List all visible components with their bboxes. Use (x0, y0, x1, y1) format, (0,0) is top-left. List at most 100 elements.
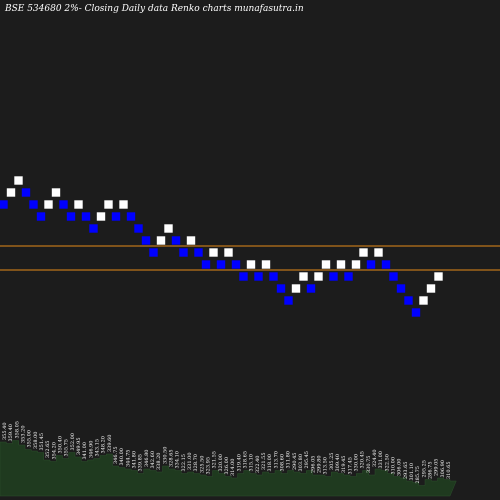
renko-brick-down (141, 235, 151, 246)
price-label: 321.55 (261, 453, 267, 471)
price-label: 320.45 (360, 451, 366, 469)
price-label: 331.00 (378, 451, 384, 469)
renko-brick-up (156, 235, 166, 246)
renko-brick-up (321, 259, 331, 270)
price-label: 341.00 (82, 442, 88, 460)
price-label: 286.75 (428, 462, 434, 480)
price-label: 354.20 (51, 442, 57, 460)
price-label: 310.65 (446, 462, 452, 480)
reference-lines (0, 245, 500, 271)
price-label: 355.00 (27, 430, 33, 448)
price-label: 322.15 (181, 454, 187, 472)
renko-brick-up (223, 247, 234, 258)
renko-brick-up (358, 247, 369, 258)
price-label: 324.40 (372, 450, 378, 468)
renko-brick-down (396, 283, 406, 294)
price-label: 344.75 (125, 450, 131, 468)
price-label: 322.40 (255, 456, 261, 474)
price-label: 355.75 (64, 439, 70, 457)
price-label: 311.80 (286, 451, 292, 469)
price-label: 330.50 (162, 447, 168, 465)
renko-brick-down (88, 223, 99, 234)
price-label: 321.55 (212, 451, 218, 469)
price-label: 317.45 (347, 457, 353, 475)
renko-brick-up (208, 247, 219, 258)
price-label: 314.00 (230, 459, 236, 477)
renko-brick-down (193, 247, 204, 258)
renko-brick-down (148, 247, 159, 258)
renko-brick-up (336, 259, 346, 270)
renko-brick-down (178, 247, 189, 258)
price-label: 290.45 (292, 453, 298, 471)
renko-brick-down (66, 211, 76, 222)
price-label: 358.05 (14, 421, 20, 439)
price-label: 346.75 (113, 447, 119, 465)
price-label: 349.95 (76, 438, 82, 456)
renko-brick-up (433, 271, 444, 282)
price-label: 326.00 (224, 457, 230, 475)
renko-brick-up (418, 295, 429, 306)
price-label: 325.50 (199, 456, 205, 474)
price-label: 339.85 (138, 454, 144, 472)
price-label: 318.00 (267, 454, 273, 472)
price-label: 358.00 (33, 432, 39, 450)
price-label: 303.80 (298, 454, 304, 472)
renko-bricks (0, 175, 444, 318)
renko-brick-down (0, 199, 9, 210)
price-label: 296.05 (310, 456, 316, 474)
price-label: 328.65 (169, 450, 175, 468)
price-label: 338.20 (156, 453, 162, 471)
renko-brick-up (6, 187, 16, 198)
price-label: 343.15 (95, 439, 101, 457)
renko-brick-down (403, 295, 414, 306)
price-label: 310.00 (391, 457, 397, 475)
price-label: 306.90 (440, 460, 446, 478)
price-label: 352.65 (45, 441, 51, 459)
renko-brick-up (313, 271, 324, 282)
renko-brick-up (103, 199, 114, 210)
renko-brick-up (186, 235, 196, 246)
volume-area-path (0, 440, 457, 497)
price-label: 293.65 (403, 462, 409, 480)
volume-area (0, 440, 457, 497)
price-label: 351.45 (39, 433, 45, 451)
renko-brick-down (36, 211, 46, 222)
price-label: 355.40 (2, 423, 8, 441)
price-label: 330.75 (366, 456, 372, 474)
renko-brick-down (411, 307, 421, 318)
renko-brick-down (58, 199, 69, 210)
renko-brick-down (328, 271, 339, 282)
price-label: 342.60 (150, 451, 156, 469)
renko-brick-up (96, 211, 106, 222)
price-label: 319.40 (236, 454, 242, 472)
renko-brick-up (163, 223, 174, 234)
renko-brick-down (283, 295, 294, 306)
price-label: 334.10 (175, 451, 181, 469)
renko-brick-down (253, 271, 264, 282)
price-label: 320.00 (218, 454, 224, 472)
renko-brick-down (366, 259, 376, 270)
renko-brick-up (298, 271, 309, 282)
price-label: 340.00 (119, 448, 125, 466)
price-label: 346.80 (144, 450, 150, 468)
renko-brick-down (306, 283, 316, 294)
price-label: 346.90 (88, 441, 94, 459)
price-label: 299.05 (434, 459, 440, 477)
renko-brick-up (373, 247, 384, 258)
renko-brick-up (261, 259, 271, 270)
price-label: 348.20 (101, 436, 107, 454)
price-label: 305.25 (329, 453, 335, 471)
renko-brick-up (291, 283, 301, 294)
renko-brick-down (388, 271, 399, 282)
price-label: 295.25 (421, 460, 427, 478)
price-labels: 355.40 359.40 358.05 353.20 355.00 358.00 351.… (2, 421, 452, 484)
price-label: 331.00 (187, 453, 193, 471)
chart-title: BSE 534680 2%- Closing Daily data Renko … (4, 4, 304, 14)
renko-brick-down (231, 259, 241, 270)
renko-brick-up (43, 199, 54, 210)
renko-brick-down (171, 235, 181, 246)
price-label: 313.70 (273, 451, 279, 469)
price-label: 352.00 (70, 433, 76, 451)
price-label: 309.40 (335, 454, 341, 472)
